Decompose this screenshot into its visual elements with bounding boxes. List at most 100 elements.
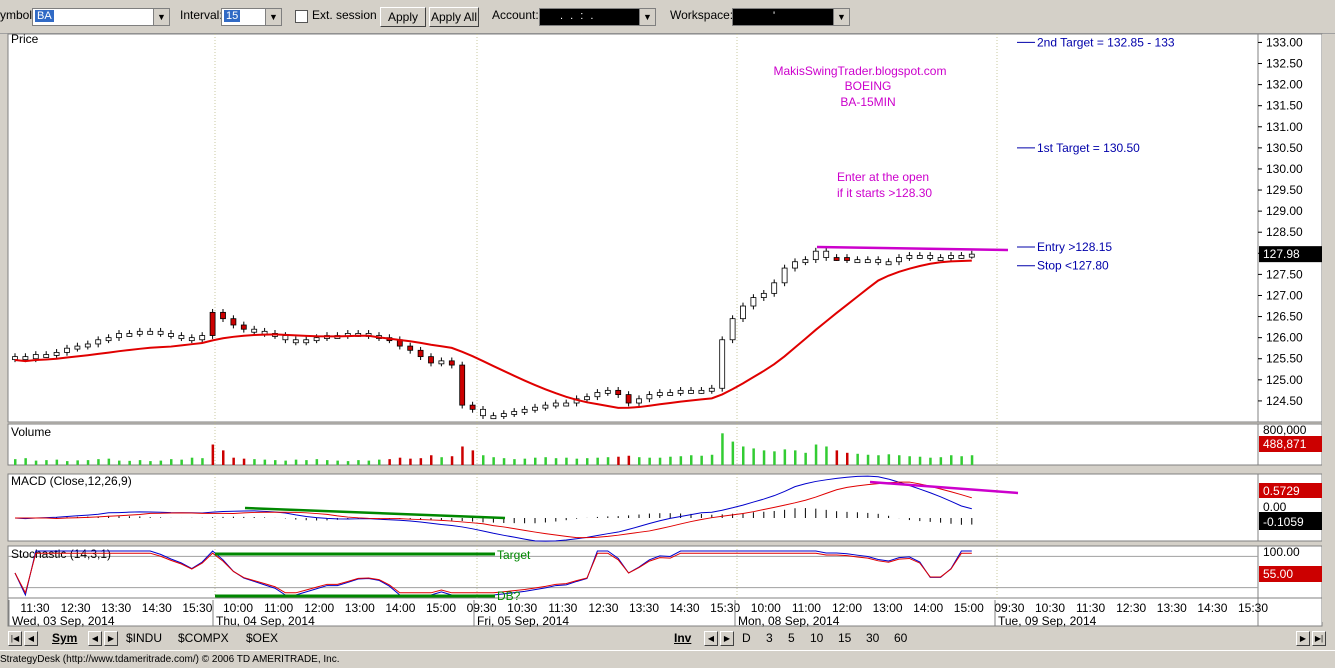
next-interval-icon[interactable]: ▶ <box>720 631 734 646</box>
account-combobox[interactable]: . . : . ▼ <box>539 8 656 26</box>
status-bar: StrategyDesk (http://www.tdameritrade.co… <box>0 650 1335 668</box>
ext-session-checkbox[interactable] <box>295 10 308 23</box>
tab-compx[interactable]: $COMPX <box>178 631 229 645</box>
interval-tab-5[interactable]: 5 <box>788 631 795 645</box>
volume-readout: 488,871 <box>1263 437 1307 451</box>
candle-body <box>417 349 424 358</box>
candle-body <box>771 282 778 294</box>
volume-bar <box>138 460 142 465</box>
volume-bar <box>419 458 423 465</box>
stop-label: Stop <127.80 <box>1037 259 1109 273</box>
candle-body <box>927 255 934 259</box>
first-page-icon[interactable]: |◀ <box>8 631 22 646</box>
last-price-readout: 127.98 <box>1263 247 1300 261</box>
candle-body <box>656 392 663 396</box>
scroll-right-icon[interactable]: ▶ <box>1296 631 1310 646</box>
time-tick-label: 09:30 <box>467 601 497 615</box>
volume-bar <box>939 457 943 465</box>
chevron-down-icon[interactable]: ▼ <box>833 9 849 25</box>
candle-body <box>157 330 164 335</box>
volume-bar <box>461 446 464 465</box>
volume-bar <box>721 433 724 465</box>
volume-bar <box>742 446 745 465</box>
volume-bar <box>24 458 27 465</box>
stoch-target-label: Target <box>497 548 531 562</box>
candle-body <box>490 415 497 420</box>
candle-body <box>230 318 237 326</box>
volume-bar <box>222 450 225 465</box>
volume-bar <box>970 455 974 465</box>
volume-bar <box>679 456 683 465</box>
chevron-down-icon[interactable]: ▼ <box>639 9 655 25</box>
stoch-db-label: DB? <box>497 589 521 603</box>
time-tick-label: 13:00 <box>345 601 375 615</box>
stoch-readout-box <box>1259 566 1322 582</box>
tab-inv[interactable]: Inv <box>674 631 692 645</box>
volume-bar <box>450 456 454 465</box>
candle-body <box>625 394 632 404</box>
interval-tab-d[interactable]: D <box>742 631 751 645</box>
interval-tab-3[interactable]: 3 <box>766 631 773 645</box>
interval-combobox[interactable]: 15 ▼ <box>221 8 282 26</box>
symbol-combobox[interactable]: BA ▼ <box>32 8 170 26</box>
candle-body <box>719 339 726 389</box>
workspace-combobox[interactable]: ' ▼ <box>732 8 850 26</box>
candle-body <box>521 408 528 413</box>
prev-page-icon[interactable]: ◀ <box>24 631 38 646</box>
right-tool-strip <box>1322 34 1335 622</box>
prev-interval-icon[interactable]: ◀ <box>704 631 718 646</box>
candle-body <box>22 356 29 361</box>
macd-readout-2: 0.00 <box>1263 500 1287 514</box>
candle-body <box>147 330 154 335</box>
time-tick-label: 14:30 <box>1197 601 1227 615</box>
tab-indu[interactable]: $INDU <box>126 631 163 645</box>
tab-sym[interactable]: Sym <box>52 631 78 645</box>
volume-bar <box>898 455 901 465</box>
volume-bar <box>97 459 100 465</box>
candle-body <box>313 337 320 342</box>
time-tick-label: 15:30 <box>182 601 212 615</box>
volume-bar <box>118 460 121 465</box>
apply-all-button[interactable]: Apply All <box>429 7 479 27</box>
volume-bar <box>513 459 516 465</box>
date-label: Mon, 08 Sep, 2014 <box>738 614 840 627</box>
chevron-down-icon[interactable]: ▼ <box>153 9 169 25</box>
time-tick-label: 11:00 <box>264 601 293 615</box>
interval-tab-15[interactable]: 15 <box>838 631 852 645</box>
price-tick-label: 131.50 <box>1266 99 1303 113</box>
last-price-box <box>1259 246 1322 263</box>
volume-bar <box>388 459 391 465</box>
volume-bar <box>565 457 568 465</box>
volume-bar <box>34 460 38 465</box>
tab-oex[interactable]: $OEX <box>246 631 279 645</box>
candle-body <box>282 335 289 341</box>
time-tick-label: 13:30 <box>1157 601 1187 615</box>
chevron-down-icon[interactable]: ▼ <box>265 9 281 25</box>
price-tick-label: 132.00 <box>1266 78 1303 92</box>
volume-bar <box>950 455 953 465</box>
candle-body <box>792 261 798 269</box>
volume-bar <box>908 456 911 465</box>
candle-body <box>43 354 50 358</box>
interval-tab-60[interactable]: 60 <box>894 631 908 645</box>
candle-body <box>428 356 434 364</box>
volume-bar <box>929 457 932 465</box>
time-axis <box>7 597 1259 627</box>
interval-tab-30[interactable]: 30 <box>866 631 880 645</box>
prev-tab-icon[interactable]: ◀ <box>88 631 102 646</box>
candle-body <box>53 352 60 356</box>
volume-readout-box <box>1259 436 1322 452</box>
blog-annotation: MakisSwingTrader.blogspot.com <box>774 64 947 78</box>
next-tab-icon[interactable]: ▶ <box>104 631 118 646</box>
volume-bar <box>814 444 818 465</box>
target1-label: 1st Target = 130.50 <box>1037 141 1140 155</box>
price-panel-title: Price <box>11 32 39 46</box>
interval-tab-10[interactable]: 10 <box>810 631 824 645</box>
volume-bar <box>783 449 787 465</box>
apply-button[interactable]: Apply <box>380 7 426 27</box>
ext-session-label: Ext. session <box>312 8 377 22</box>
time-tick-label: 14:00 <box>385 601 415 615</box>
volume-bar <box>554 458 558 465</box>
scroll-end-icon[interactable]: ▶| <box>1312 631 1326 646</box>
volume-bar <box>502 458 506 465</box>
